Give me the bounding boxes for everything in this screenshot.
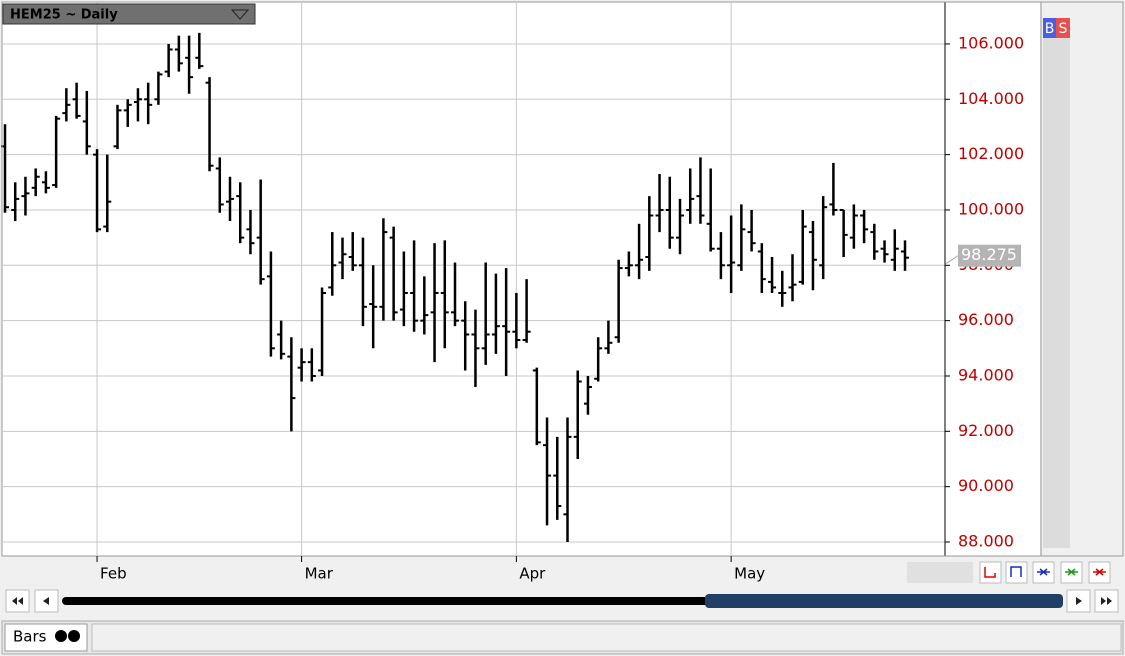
y-tick-label: 102.000 xyxy=(958,144,1024,163)
plot xyxy=(1,3,945,555)
tool-buttons xyxy=(979,561,1111,584)
tool-icon xyxy=(1093,568,1106,576)
tab-icon xyxy=(55,630,67,642)
toolbar-blank xyxy=(907,562,973,583)
x-tick-label: May xyxy=(734,565,765,583)
last-price-box xyxy=(958,244,1021,267)
y-tick-label: 104.000 xyxy=(958,89,1024,108)
buy-label: B xyxy=(1045,21,1055,37)
x-tick-label: Apr xyxy=(519,565,546,583)
scroll-thumb[interactable] xyxy=(705,594,1063,608)
scroll-last[interactable] xyxy=(1094,589,1119,613)
side-strip xyxy=(1043,18,1070,548)
scroll-first[interactable] xyxy=(5,589,30,613)
last-price-line xyxy=(945,255,959,265)
dropdown-arrow xyxy=(230,9,250,20)
sell-button[interactable] xyxy=(1056,18,1070,38)
y-tick-label: 94.000 xyxy=(958,365,1014,384)
scroll-icon xyxy=(1076,597,1082,605)
y-tick-label: 96.000 xyxy=(958,310,1014,329)
tool-button[interactable] xyxy=(979,561,1002,584)
buy-button[interactable] xyxy=(1043,18,1056,38)
symbol-label: HEM25 ~ Daily xyxy=(10,8,118,23)
tool-icon xyxy=(1037,568,1050,576)
y-tick-label: 100.000 xyxy=(958,199,1024,218)
plot-bg xyxy=(2,2,1042,556)
symbol-box[interactable] xyxy=(2,3,256,25)
tool-icon xyxy=(984,567,996,578)
y-tick-label: 92.000 xyxy=(958,421,1014,440)
frame xyxy=(1,1,1124,557)
y-tick-label: 88.000 xyxy=(958,531,1014,550)
scroll-icon xyxy=(43,597,49,605)
x-tick-label: Mar xyxy=(305,565,334,583)
x-tick-label: Feb xyxy=(100,565,127,583)
tab-icon xyxy=(68,630,80,642)
tab-strip xyxy=(91,623,1122,652)
tool-button[interactable] xyxy=(1005,561,1028,584)
y-tick-label: 90.000 xyxy=(958,476,1014,495)
y-tick-label: 106.000 xyxy=(958,33,1024,52)
last-price-label: 98.275 xyxy=(961,245,1017,264)
tool-icon xyxy=(1065,568,1078,576)
tab-label: Bars xyxy=(13,628,47,646)
scroll-icon xyxy=(1101,597,1112,605)
tool-icon xyxy=(1010,566,1022,577)
sell-label: S xyxy=(1059,21,1068,37)
scroll-icon xyxy=(12,597,23,605)
